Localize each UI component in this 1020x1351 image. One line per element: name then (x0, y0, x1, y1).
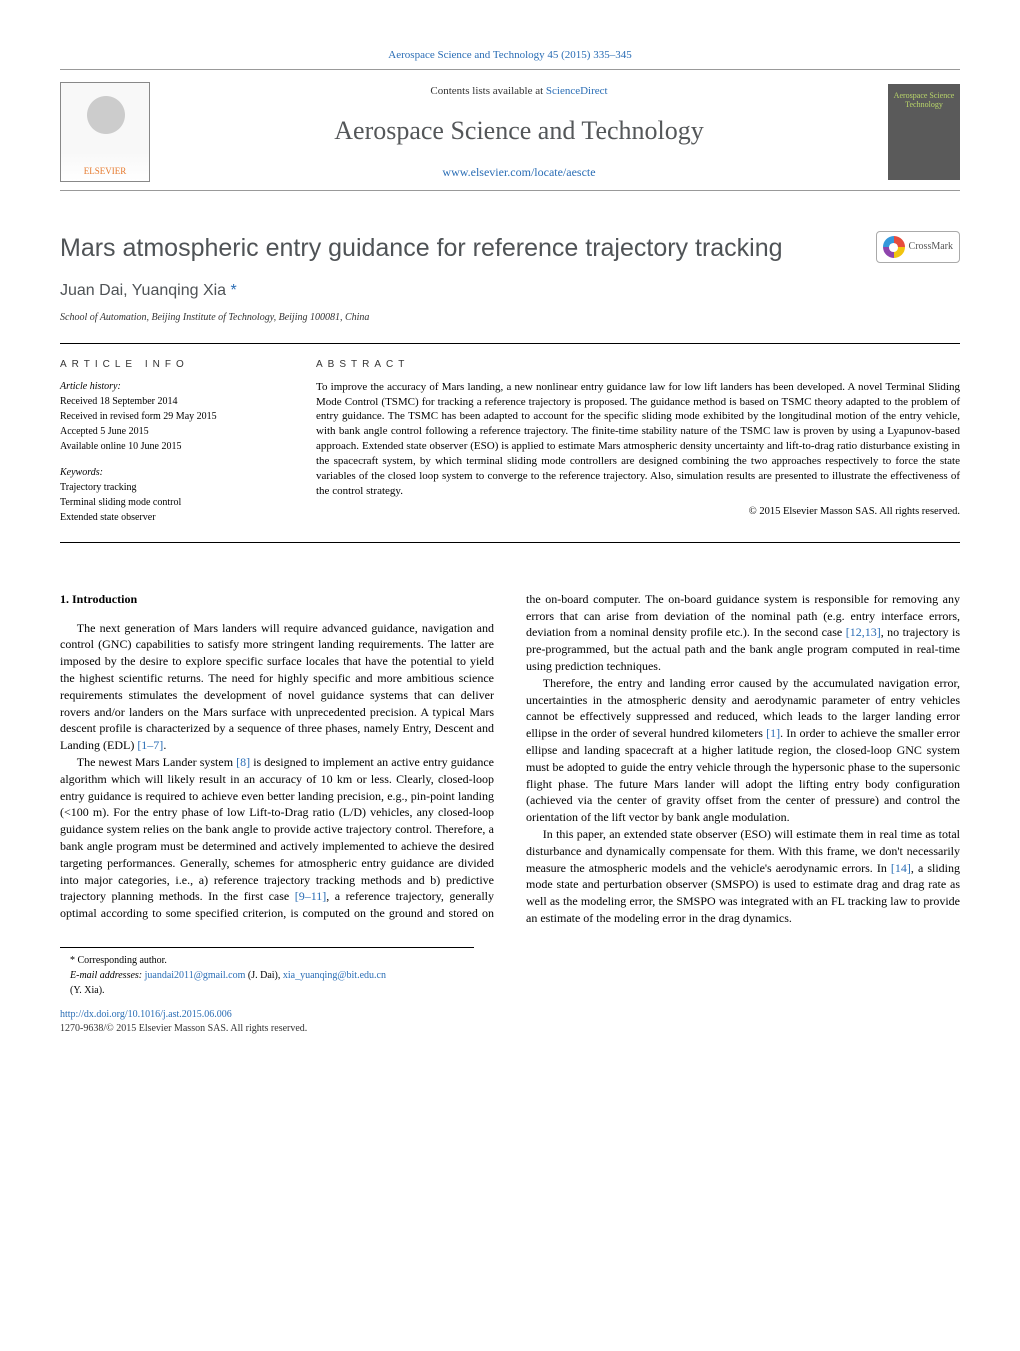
body-p5: In this paper, an extended state observe… (526, 826, 960, 927)
contents-line: Contents lists available at ScienceDirec… (174, 84, 864, 99)
authors: Juan Dai, Yuanqing Xia * (60, 280, 960, 302)
history-accepted: Accepted 5 June 2015 (60, 425, 280, 439)
history-label: Article history: (60, 380, 280, 394)
crossmark-label: CrossMark (909, 240, 953, 254)
email-line: E-mail addresses: juandai2011@gmail.com … (60, 969, 474, 983)
abstract-column: abstract To improve the accuracy of Mars… (316, 358, 960, 526)
ref-link-14[interactable]: [14] (891, 861, 911, 875)
article-body: 1. Introduction The next generation of M… (60, 591, 960, 927)
affiliation: School of Automation, Beijing Institute … (60, 311, 960, 325)
history-revised: Received in revised form 29 May 2015 (60, 410, 280, 424)
body-p1: The next generation of Mars landers will… (60, 620, 494, 754)
author-1: Juan Dai (60, 282, 123, 299)
journal-title: Aerospace Science and Technology (174, 113, 864, 149)
email-affil-2: (Y. Xia). (60, 984, 474, 998)
journal-cover-thumb: Aerospace Science Technology (888, 84, 960, 180)
publisher-logo-text: ELSEVIER (84, 165, 127, 178)
corresponding-author-note: * Corresponding author. (60, 954, 474, 968)
ref-link-1-7[interactable]: [1–7] (137, 738, 163, 752)
history-online: Available online 10 June 2015 (60, 440, 280, 454)
top-rule (60, 69, 960, 70)
section-1-heading: 1. Introduction (60, 591, 494, 608)
ref-link-9-11[interactable]: [9–11] (295, 889, 327, 903)
ref-link-12-13[interactable]: [12,13] (846, 625, 881, 639)
journal-citation-link[interactable]: Aerospace Science and Technology 45 (201… (388, 49, 631, 61)
article-info-heading: article info (60, 358, 280, 372)
author-2: Yuanqing Xia (132, 282, 226, 299)
keywords-label: Keywords: (60, 466, 280, 480)
footnotes: * Corresponding author. E-mail addresses… (60, 947, 474, 998)
issn-copyright: 1270-9638/© 2015 Elsevier Masson SAS. Al… (60, 1022, 960, 1036)
article-info-column: article info Article history: Received 1… (60, 358, 280, 526)
banner-rule (60, 190, 960, 191)
keyword-2: Terminal sliding mode control (60, 496, 280, 510)
abstract-text: To improve the accuracy of Mars landing,… (316, 380, 960, 499)
elsevier-tree-icon (76, 91, 136, 151)
corresponding-author-marker[interactable]: * (231, 282, 237, 299)
crossmark-icon (883, 236, 905, 258)
crossmark-badge[interactable]: CrossMark (876, 231, 960, 263)
abstract-copyright: © 2015 Elsevier Masson SAS. All rights r… (316, 505, 960, 520)
journal-citation-header: Aerospace Science and Technology 45 (201… (60, 48, 960, 63)
journal-homepage-link[interactable]: www.elsevier.com/locate/aescte (442, 165, 595, 179)
ref-link-8[interactable]: [8] (236, 755, 250, 769)
history-received: Received 18 September 2014 (60, 395, 280, 409)
keyword-3: Extended state observer (60, 511, 280, 525)
journal-banner: ELSEVIER Contents lists available at Sci… (60, 74, 960, 186)
article-title: Mars atmospheric entry guidance for refe… (60, 231, 783, 266)
publisher-logo: ELSEVIER (60, 82, 150, 182)
email-link-1[interactable]: juandai2011@gmail.com (145, 970, 246, 981)
sciencedirect-link[interactable]: ScienceDirect (546, 85, 608, 97)
body-p4: Therefore, the entry and landing error c… (526, 675, 960, 826)
abstract-heading: abstract (316, 358, 960, 372)
ref-link-1[interactable]: [1] (766, 726, 780, 740)
keyword-1: Trajectory tracking (60, 481, 280, 495)
email-link-2[interactable]: xia_yuanqing@bit.edu.cn (283, 970, 386, 981)
doi-link[interactable]: http://dx.doi.org/10.1016/j.ast.2015.06.… (60, 1008, 960, 1022)
